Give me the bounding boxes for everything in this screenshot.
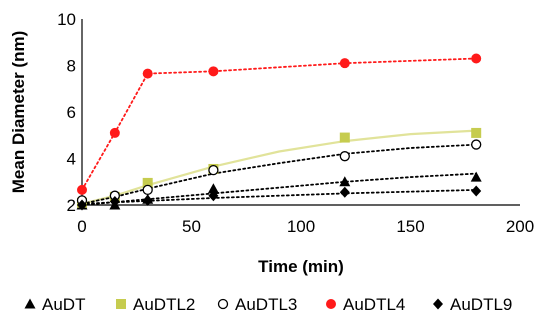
data-point-audtl9 <box>471 185 482 197</box>
data-point-audt <box>470 171 482 182</box>
trend-line-audtl2 <box>80 129 478 205</box>
data-point-audtl2 <box>339 132 350 143</box>
y-tick-label: 2 <box>67 196 76 215</box>
x-tick-label: 200 <box>506 217 534 236</box>
legend: AuDT AuDTL2 AuDTL3 AuDTL4 AuDTL9 <box>24 295 512 314</box>
x-axis-title: Time (min) <box>258 257 344 276</box>
data-point-audtl4 <box>109 127 120 138</box>
data-point-audtl4 <box>471 53 482 64</box>
trend-line-audt <box>81 172 478 206</box>
legend-marker-audt <box>24 298 36 309</box>
x-tick-labels: 0 50 100 150 200 <box>77 217 534 236</box>
trend-line-audtl9 <box>81 188 478 205</box>
y-tick-label: 10 <box>57 10 76 29</box>
data-markers <box>76 53 482 211</box>
y-tick-label: 4 <box>67 150 76 169</box>
data-point-audtl4 <box>339 58 350 69</box>
legend-label: AuDTL9 <box>450 295 512 314</box>
y-tick-label: 8 <box>67 57 76 76</box>
data-point-audtl9 <box>77 199 87 211</box>
trend-line-audtl3 <box>81 143 478 205</box>
trend-lines <box>80 57 478 206</box>
x-tick-label: 150 <box>396 217 424 236</box>
x-tick-label: 100 <box>287 217 315 236</box>
data-point-audtl9 <box>109 196 120 208</box>
data-point-audtl3 <box>339 151 350 162</box>
data-point-audtl3 <box>471 139 482 150</box>
legend-label: AuDT <box>42 295 85 314</box>
data-point-audtl4 <box>142 68 153 79</box>
legend-marker-audtl9 <box>433 298 443 310</box>
data-point-audt <box>207 183 219 194</box>
data-point-audt <box>339 176 351 187</box>
data-point-audtl9 <box>339 186 350 198</box>
trend-line-audtl4 <box>81 57 478 191</box>
legend-marker-audtl2 <box>116 299 126 309</box>
legend-marker-audtl4 <box>326 299 336 309</box>
legend-label: AuDTL2 <box>133 295 195 314</box>
y-tick-label: 6 <box>67 103 76 122</box>
legend-label: AuDTL3 <box>235 295 297 314</box>
x-tick-label: 0 <box>77 217 86 236</box>
data-point-audtl9 <box>208 190 219 202</box>
legend-label: AuDTL4 <box>343 295 405 314</box>
data-point-audtl4 <box>77 184 87 195</box>
y-axis-title: Mean Diameter (nm) <box>9 31 28 193</box>
data-point-audtl2 <box>471 127 482 138</box>
data-point-audtl2 <box>142 177 153 188</box>
legend-marker-audtl3 <box>217 298 229 310</box>
y-tick-labels: 2 4 6 8 10 <box>57 10 76 215</box>
data-point-audtl3 <box>208 164 219 176</box>
axes <box>81 19 520 206</box>
data-point-audtl3 <box>142 184 153 196</box>
x-tick-label: 50 <box>182 217 201 236</box>
data-point-audtl4 <box>208 66 219 77</box>
data-point-audtl9 <box>142 194 153 206</box>
